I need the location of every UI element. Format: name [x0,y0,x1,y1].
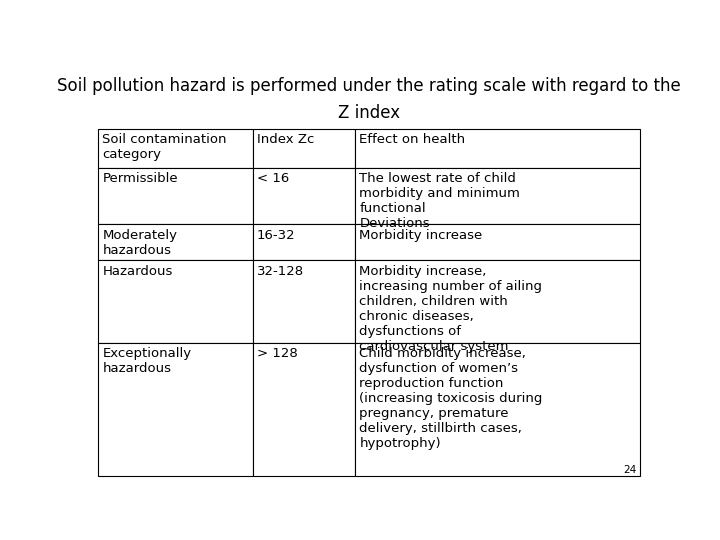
Bar [356,225,639,260]
Text: Effect on health: Effect on health [359,133,466,146]
Text: Moderately
hazardous: Moderately hazardous [102,228,177,256]
Bar [99,260,253,343]
Bar [99,168,253,225]
Bar [253,225,356,260]
Bar [99,225,253,260]
Text: < 16: < 16 [256,172,289,185]
Text: Soil contamination
category: Soil contamination category [102,133,227,161]
Text: Z index: Z index [338,104,400,122]
Text: The lowest rate of child
morbidity and minimum
functional
Deviations: The lowest rate of child morbidity and m… [359,172,521,230]
Bar [253,168,356,225]
Bar [99,343,253,476]
Bar [356,129,639,168]
Text: 32-128: 32-128 [256,265,304,278]
Bar [356,260,639,343]
Text: Soil pollution hazard is performed under the rating scale with regard to the: Soil pollution hazard is performed under… [57,77,681,95]
Text: Child morbidity increase,
dysfunction of women’s
reproduction function
(increasi: Child morbidity increase, dysfunction of… [359,347,543,450]
Text: Hazardous: Hazardous [102,265,173,278]
Bar [253,260,356,343]
Bar [356,343,639,476]
Text: 24: 24 [624,465,637,475]
Text: Exceptionally
hazardous: Exceptionally hazardous [102,347,192,375]
Bar [253,343,356,476]
Text: Permissible: Permissible [102,172,178,185]
Text: Index Zc: Index Zc [256,133,314,146]
Bar [99,129,253,168]
Bar [356,168,639,225]
Bar [253,129,356,168]
Text: 16-32: 16-32 [256,228,295,241]
Text: Morbidity increase,
increasing number of ailing
children, children with
chronic : Morbidity increase, increasing number of… [359,265,542,353]
Text: Morbidity increase: Morbidity increase [359,228,482,241]
Text: > 128: > 128 [256,347,297,360]
